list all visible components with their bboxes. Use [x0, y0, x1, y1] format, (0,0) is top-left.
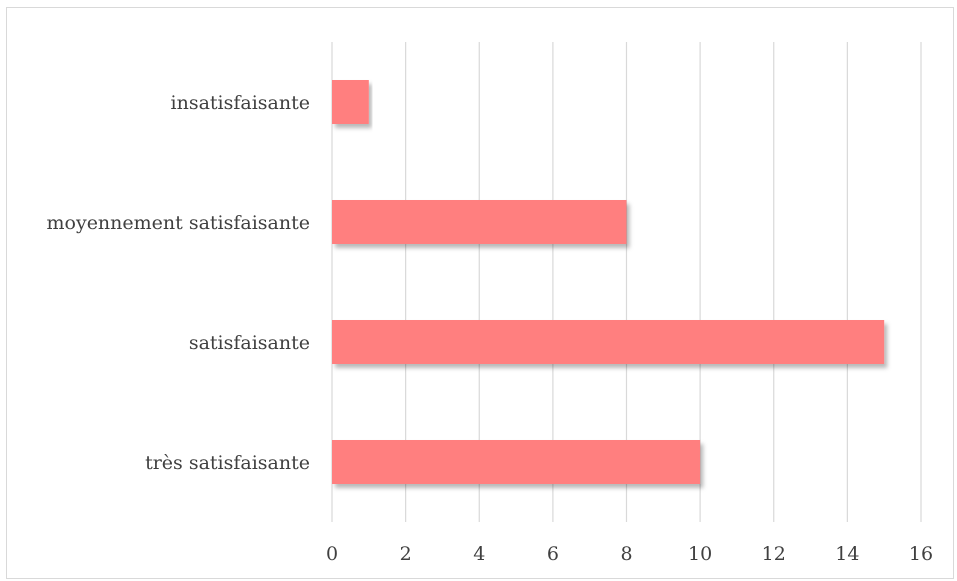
x-tick-label-2: 2 [400, 543, 412, 565]
category-label: très satisfaisante [145, 452, 310, 474]
x-tick-label-0: 0 [326, 543, 338, 565]
x-tick-label-10: 10 [688, 543, 712, 565]
bars [332, 80, 885, 484]
x-tick-label-12: 12 [762, 543, 786, 565]
bar-très-satisfaisante [332, 440, 701, 484]
bar-moyennement-satisfaisante [332, 200, 627, 244]
x-tick-label-4: 4 [473, 543, 485, 565]
x-tick-label-16: 16 [909, 543, 933, 565]
category-label: satisfaisante [189, 332, 310, 354]
category-label: moyennement satisfaisante [47, 212, 311, 234]
bar-insatisfaisante [332, 80, 369, 124]
x-axis-tick-labels: 0 2 4 6 8 10 12 14 16 [326, 543, 933, 565]
bar-satisfaisante [332, 320, 885, 364]
x-tick-label-6: 6 [547, 543, 559, 565]
x-tick-label-14: 14 [835, 543, 859, 565]
category-label: insatisfaisante [171, 92, 311, 114]
category-labels: très satisfaisante satisfaisante moyenneme… [47, 92, 311, 474]
x-tick-label-8: 8 [620, 543, 632, 565]
